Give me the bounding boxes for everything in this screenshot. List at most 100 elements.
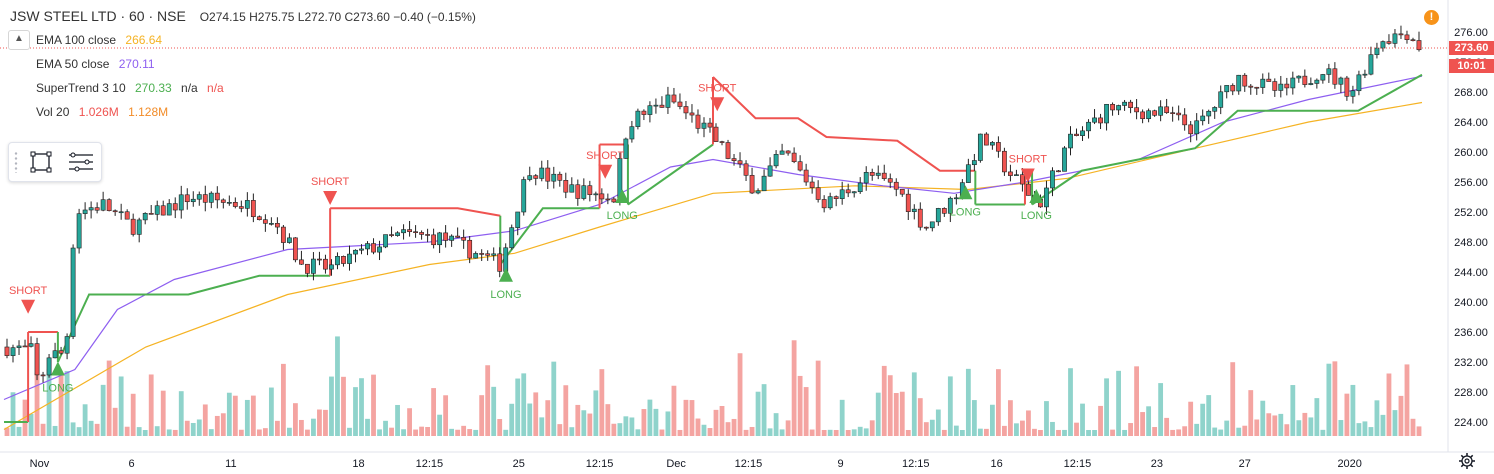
volume-bar (34, 372, 40, 436)
volume-bar (617, 423, 623, 436)
volume-bar (1338, 420, 1344, 436)
candle-body (1338, 77, 1344, 85)
volume-bar (1332, 361, 1338, 436)
volume-bar (689, 400, 695, 436)
gear-icon[interactable] (1458, 452, 1476, 470)
volume-bar (274, 420, 280, 436)
drawing-toolbox[interactable] (8, 142, 102, 182)
candle-body (839, 189, 845, 199)
price-scale[interactable]: 276.00272.00268.00264.00260.00256.00252.… (1454, 27, 1488, 429)
volume-bar (587, 413, 593, 436)
settings-lines-icon[interactable] (67, 150, 95, 174)
candle-body (695, 114, 701, 129)
candle-body (106, 199, 112, 212)
candle-body (581, 185, 587, 199)
candle-body (1074, 133, 1079, 136)
candle-body (323, 258, 328, 270)
candle-body (881, 172, 887, 179)
candle-body (1254, 86, 1260, 89)
volume-bar (1272, 415, 1278, 436)
legend-row-ema100[interactable]: EMA 100 close 266.64 (36, 33, 168, 47)
volume-bar (401, 429, 406, 436)
price-tick-label: 268.00 (1454, 87, 1488, 99)
candle-body (701, 122, 707, 129)
drag-handle-icon[interactable] (14, 151, 18, 173)
volume-bar (857, 426, 863, 436)
candle-body (833, 196, 839, 199)
candle-body (1302, 75, 1308, 85)
candle-body (28, 343, 34, 347)
price-tick-label: 232.00 (1454, 357, 1488, 369)
price-tick-label: 260.00 (1454, 147, 1488, 159)
volume-bar (695, 418, 701, 436)
candle-body (184, 194, 190, 203)
signals-layer: SHORT LONG SHORT LONG SHORT LONG SHORT LONG SHOR… (9, 82, 1052, 394)
candle-body (809, 181, 815, 189)
candle-body (803, 169, 809, 183)
legend-row-volume[interactable]: Vol 20 1.026M 1.128M (36, 105, 174, 119)
volume-bar (329, 376, 334, 436)
candle-body (773, 154, 779, 167)
candle-body (82, 209, 88, 214)
candle-body (983, 133, 989, 146)
volume-bar (323, 409, 328, 436)
time-scale[interactable]: Nov 6 11 18 12:15 25 12:15 Dec 12:15 9 12:15 16 12:1… (30, 458, 1362, 470)
volume-bar (1110, 429, 1115, 436)
volume-bar (521, 373, 527, 436)
volume-layer (4, 336, 1422, 436)
volume-bar (545, 400, 551, 436)
volume-bar (455, 429, 461, 436)
candle-body (94, 207, 100, 211)
candle-body (1104, 104, 1109, 124)
candle-body (875, 172, 881, 176)
volume-bar (341, 376, 346, 436)
candle-body (1242, 74, 1248, 87)
candle-body (779, 150, 785, 155)
candle-body (1308, 83, 1314, 85)
volume-bar (136, 427, 142, 436)
legend-name: Vol 20 (36, 105, 70, 119)
candle-body (473, 253, 479, 259)
legend-row-ema50[interactable]: EMA 50 close 270.11 (36, 57, 161, 71)
candle-body (1290, 77, 1296, 89)
candle-body (1098, 117, 1103, 124)
volume-bar (256, 429, 262, 436)
volume-bar (130, 393, 136, 436)
volume-bar (929, 419, 935, 436)
volume-bar (845, 429, 851, 436)
legend-row-supertrend[interactable]: SuperTrend 3 10 270.33 n/a n/a (36, 81, 230, 95)
volume-bar (875, 392, 881, 436)
candle-body (244, 200, 250, 209)
candle-body (178, 194, 184, 211)
rectangle-tool-icon[interactable] (29, 150, 53, 174)
volume-bar (202, 404, 208, 436)
candle-body (923, 226, 929, 229)
candle-body (869, 172, 875, 176)
short-label: SHORT (698, 82, 737, 94)
candle-body (130, 218, 136, 235)
candle-body (1128, 101, 1133, 108)
candle-body (58, 350, 64, 354)
volume-bar (190, 422, 196, 436)
volume-bar (214, 415, 220, 436)
volume-bar (1242, 425, 1248, 436)
short-arrow-icon (323, 191, 338, 205)
volume-bar (178, 391, 184, 436)
price-tick-label: 256.00 (1454, 177, 1488, 189)
candle-body (100, 199, 106, 211)
candle-body (539, 167, 545, 179)
volume-bar (1398, 395, 1404, 436)
volume-bar (142, 429, 148, 436)
candle-body (497, 253, 503, 272)
volume-bar (1176, 429, 1182, 436)
candle-body (413, 231, 418, 234)
candle-body (1068, 133, 1073, 149)
volume-bar (232, 395, 238, 436)
legend-value: 270.33 (134, 81, 172, 95)
alert-icon[interactable]: ! (1424, 10, 1439, 25)
candle-body (280, 226, 286, 243)
volume-bar (1230, 362, 1236, 436)
volume-bar (1014, 423, 1019, 436)
long-label: LONG (1021, 210, 1052, 222)
